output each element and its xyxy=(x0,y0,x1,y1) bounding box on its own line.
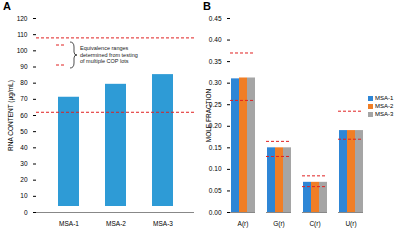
svg-text:120: 120 xyxy=(17,15,28,22)
svg-text:70: 70 xyxy=(20,95,28,102)
html-text:MSA-1: MSA-1 xyxy=(375,95,394,101)
svg-text:90: 90 xyxy=(20,63,28,70)
svg-text:40: 40 xyxy=(20,144,28,151)
svg-text:0.40: 0.40 xyxy=(209,36,222,43)
html-text:MSA-3: MSA-3 xyxy=(375,111,394,117)
svg-text:30: 30 xyxy=(20,160,28,167)
svg-text:0.15: 0.15 xyxy=(209,144,222,151)
svg-text:0.10: 0.10 xyxy=(209,165,222,172)
svg-text:0.25: 0.25 xyxy=(208,100,222,108)
svg-text:80: 80 xyxy=(20,79,28,86)
svg-text:MSA-3: MSA-3 xyxy=(153,220,173,227)
svg-text:50: 50 xyxy=(20,128,28,135)
svg-text:100: 100 xyxy=(17,47,28,54)
svg-text:0.20: 0.20 xyxy=(208,122,222,130)
svg-text:110: 110 xyxy=(17,31,28,38)
svg-text:MOLE FRACTION: MOLE FRACTION xyxy=(205,88,212,142)
html-text:Equivalence ranges determined: Equivalence ranges determined from testi… xyxy=(80,45,138,64)
svg-text:MSA-1: MSA-1 xyxy=(59,220,79,227)
svg-text:U(r): U(r) xyxy=(345,220,356,228)
svg-text:G(r): G(r) xyxy=(273,220,285,228)
html-text:MSA-2: MSA-2 xyxy=(375,103,394,109)
html-text:A: A xyxy=(3,0,11,12)
svg-text:0: 0 xyxy=(24,209,28,216)
svg-text:MSA-2: MSA-2 xyxy=(106,220,126,227)
svg-text:0.00: 0.00 xyxy=(209,209,222,216)
svg-text:20: 20 xyxy=(20,176,28,183)
svg-text:RNA CONTENT (µg/mL): RNA CONTENT (µg/mL) xyxy=(7,80,15,151)
svg-text:0.35: 0.35 xyxy=(209,58,222,65)
svg-text:C(r): C(r) xyxy=(309,220,320,228)
svg-text:A(r): A(r) xyxy=(238,220,249,228)
svg-text:60: 60 xyxy=(20,112,28,119)
html-text:B: B xyxy=(203,0,211,12)
svg-text:0.05: 0.05 xyxy=(209,187,222,194)
svg-text:0.45: 0.45 xyxy=(209,15,222,22)
svg-text:0.30: 0.30 xyxy=(209,79,222,86)
svg-text:10: 10 xyxy=(20,192,28,199)
